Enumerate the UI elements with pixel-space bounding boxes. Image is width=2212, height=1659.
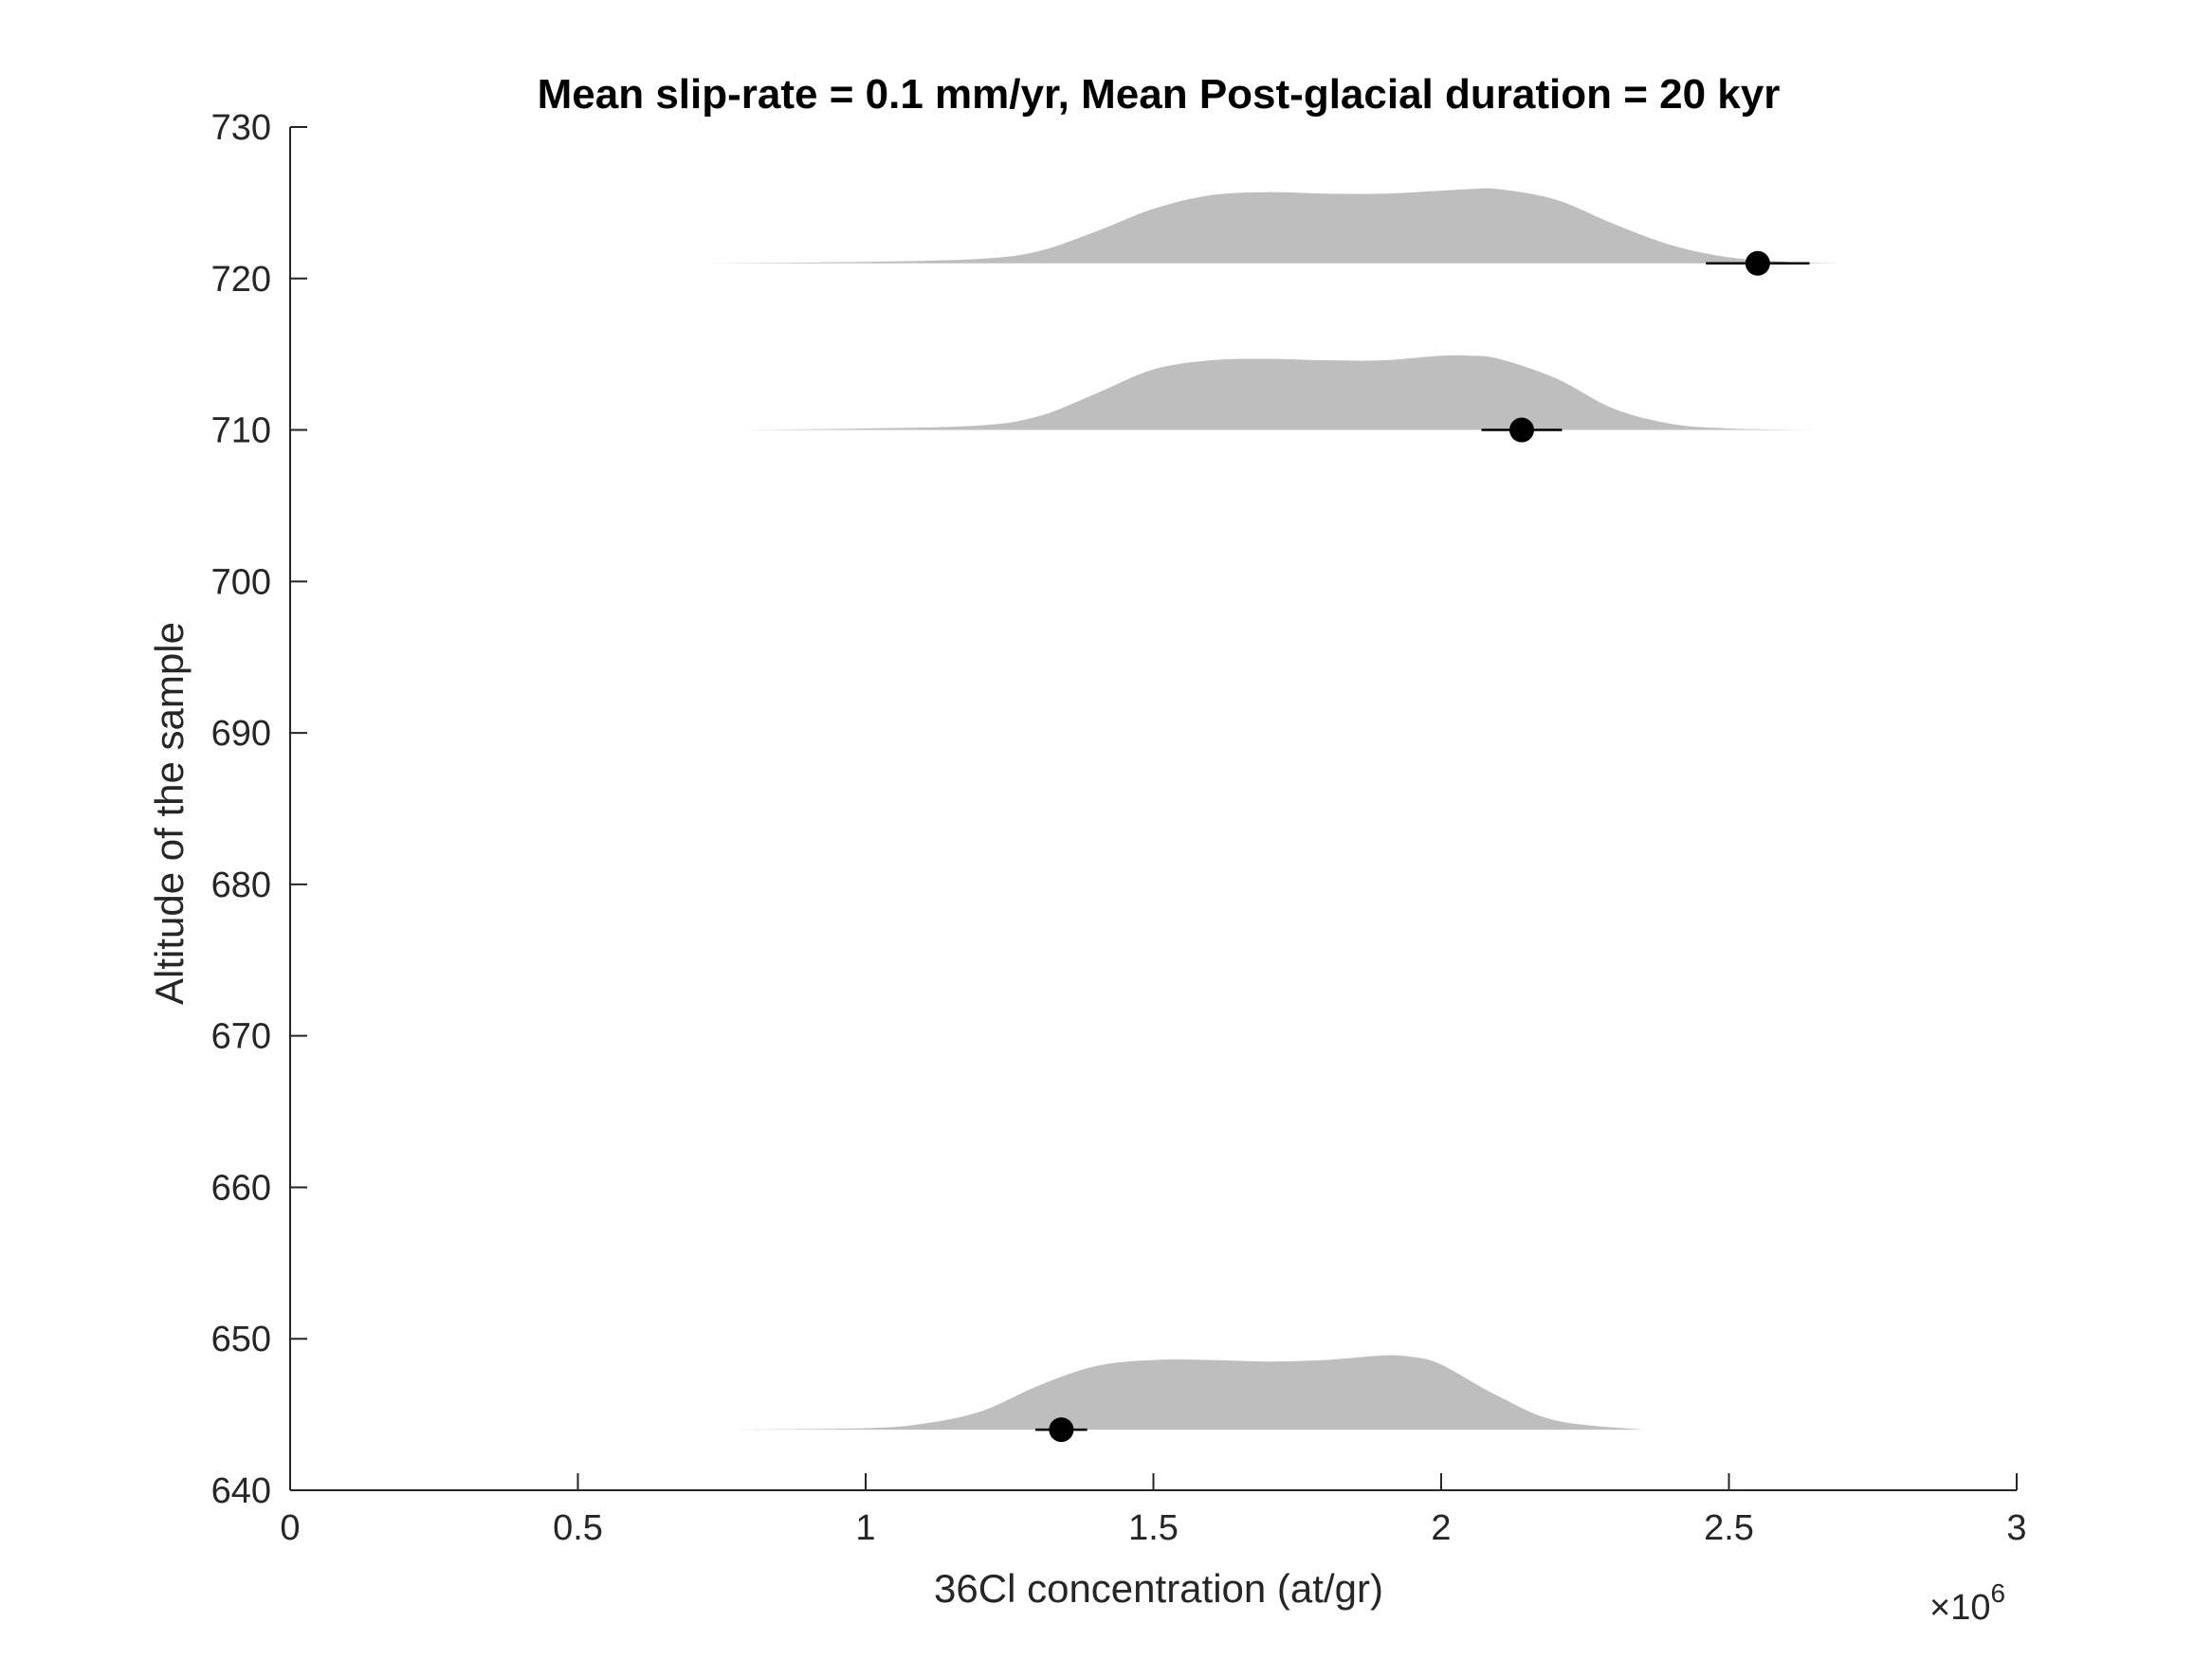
x-tick-label: 0	[280, 1508, 300, 1548]
distribution-710	[733, 355, 1816, 430]
axes-layer: 0 0.5 1 1.5 2 2.5 3 640 650 660 670 680 690 700 710 720…	[211, 108, 2027, 1548]
data-point-721	[1745, 250, 1770, 276]
y-tick-label: 680	[211, 866, 271, 905]
plot-area: 0 0.5 1 1.5 2 2.5 3 640 650 660 670 680 690 700 710 720…	[211, 108, 2027, 1548]
distributions-layer	[704, 188, 1844, 1431]
data-point-710	[1508, 417, 1534, 443]
chart-title: Mean slip-rate = 0.1 mm/yr, Mean Post-gl…	[538, 71, 1781, 118]
y-tick-label: 650	[211, 1320, 271, 1359]
x-axis-label: 36Cl concentration (at/gr)	[934, 1566, 1383, 1611]
x-tick-label: 2	[1431, 1508, 1451, 1548]
y-tick-label: 700	[211, 562, 271, 602]
y-tick-label: 720	[211, 260, 271, 300]
x-tick-label: 1	[855, 1508, 875, 1548]
markers-layer	[1035, 250, 1810, 1443]
x-tick-label: 0.5	[553, 1508, 603, 1548]
y-tick-label: 640	[211, 1471, 271, 1511]
y-tick-label: 660	[211, 1168, 271, 1208]
x-axis-exponent: ×106	[1929, 1578, 2005, 1628]
y-axis-label: Altitude of the sample	[147, 622, 192, 1005]
x-exponent-power: 6	[1990, 1578, 2005, 1608]
x-tick-label: 1.5	[1128, 1508, 1179, 1548]
y-tick-label: 730	[211, 108, 271, 148]
distribution-721	[704, 188, 1844, 264]
data-point-644	[1049, 1417, 1074, 1443]
y-tick-label: 690	[211, 714, 271, 754]
y-tick-label: 710	[211, 411, 271, 451]
x-tick-label: 2.5	[1704, 1508, 1754, 1548]
x-exponent-base: ×10	[1929, 1588, 1990, 1628]
y-tick-label: 670	[211, 1017, 271, 1057]
x-tick-label: 3	[2006, 1508, 2026, 1548]
distribution-644	[739, 1355, 1643, 1431]
